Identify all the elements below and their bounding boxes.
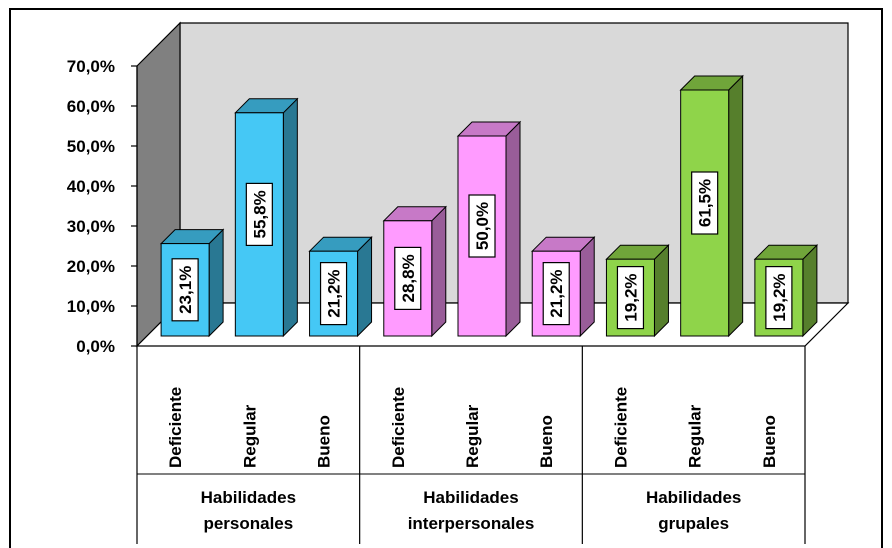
category-label: Regular: [463, 404, 482, 468]
group-label: Habilidades: [646, 488, 741, 507]
group-label: Habilidades: [423, 488, 518, 507]
data-label-box: [245, 182, 273, 246]
data-label: 19,2%: [765, 266, 793, 330]
bar-side: [431, 205, 447, 338]
data-label-box: [691, 171, 719, 235]
bars-layer: 23,1% 55,8% 21,2% 28,8% 50,0% 21,2% 19,2% 61,5%…: [159, 74, 819, 338]
bar-side: [282, 97, 298, 338]
group-label: grupales: [658, 514, 729, 533]
data-label: 21,2%: [542, 262, 570, 326]
y-tick-label: 70,0%: [67, 57, 115, 76]
bar-2-3: 21,2%: [531, 235, 596, 338]
category-label: Regular: [240, 404, 259, 468]
data-label-text: 28,8%: [399, 254, 418, 302]
y-axis: 0,0% 10,0% 20,0% 30,0% 40,0% 50,0% 60,0% 70,0%: [67, 57, 138, 356]
y-tick-label: 20,0%: [67, 257, 115, 276]
y-tick-label: 40,0%: [67, 177, 115, 196]
data-label-box: [394, 246, 422, 310]
data-label-text: 19,2%: [770, 273, 789, 321]
data-label-box: [542, 262, 570, 326]
category-label: Deficiente: [166, 387, 185, 468]
data-label: 61,5%: [691, 171, 719, 235]
bar-2-2: 50,0%: [456, 120, 522, 338]
bar-side: [653, 243, 669, 338]
bar-1-1: 23,1%: [159, 228, 225, 338]
bar-3-3: 19,2%: [753, 243, 819, 338]
bar-1-2: 55,8%: [234, 97, 299, 338]
data-label-text: 50,0%: [473, 202, 492, 250]
bar-side: [357, 235, 373, 338]
y-tick-label: 60,0%: [67, 97, 115, 116]
bar-side: [579, 235, 595, 338]
bar-side: [802, 243, 818, 338]
bar-2-1: 28,8%: [382, 205, 447, 338]
group-label: Habilidades: [201, 488, 296, 507]
y-tick-label: 30,0%: [67, 217, 115, 236]
x-axis: Deficiente Regular Bueno Habilidades persona…: [136, 346, 806, 544]
data-label-text: 21,2%: [325, 269, 344, 317]
data-label-box: [319, 262, 348, 326]
bar-3-1: 19,2%: [605, 243, 670, 338]
category-label: Bueno: [315, 415, 334, 468]
category-label: Bueno: [760, 415, 779, 468]
category-label: Bueno: [537, 415, 556, 468]
data-label: 23,1%: [171, 258, 199, 322]
bar-3-2: 61,5%: [679, 74, 744, 338]
y-tick-label: 0,0%: [76, 337, 115, 356]
data-label: 19,2%: [616, 266, 645, 330]
category-label: Deficiente: [389, 387, 408, 468]
y-tick-label: 10,0%: [67, 297, 115, 316]
category-label: Deficiente: [611, 387, 630, 468]
data-label: 55,8%: [245, 182, 273, 246]
chart-frame: [9, 8, 883, 548]
data-label-box: [616, 266, 645, 330]
data-label-text: 19,2%: [621, 273, 640, 321]
group-label: personales: [203, 514, 293, 533]
data-label-box: [468, 194, 496, 258]
data-label: 28,8%: [394, 246, 422, 310]
bar-side: [728, 74, 744, 338]
category-label: Regular: [686, 404, 705, 468]
group-label: interpersonales: [408, 514, 535, 533]
bar-side: [505, 120, 521, 338]
data-label-text: 55,8%: [250, 190, 269, 238]
data-label-text: 21,2%: [547, 269, 566, 317]
bar-side: [208, 228, 224, 338]
data-label: 50,0%: [468, 194, 496, 258]
data-label-box: [765, 266, 793, 330]
bar-1-3: 21,2%: [308, 235, 373, 338]
data-label-box: [171, 258, 199, 322]
data-label: 21,2%: [319, 262, 348, 326]
data-label-text: 23,1%: [176, 266, 195, 314]
y-tick-label: 50,0%: [67, 137, 115, 156]
data-label-text: 61,5%: [696, 179, 715, 227]
